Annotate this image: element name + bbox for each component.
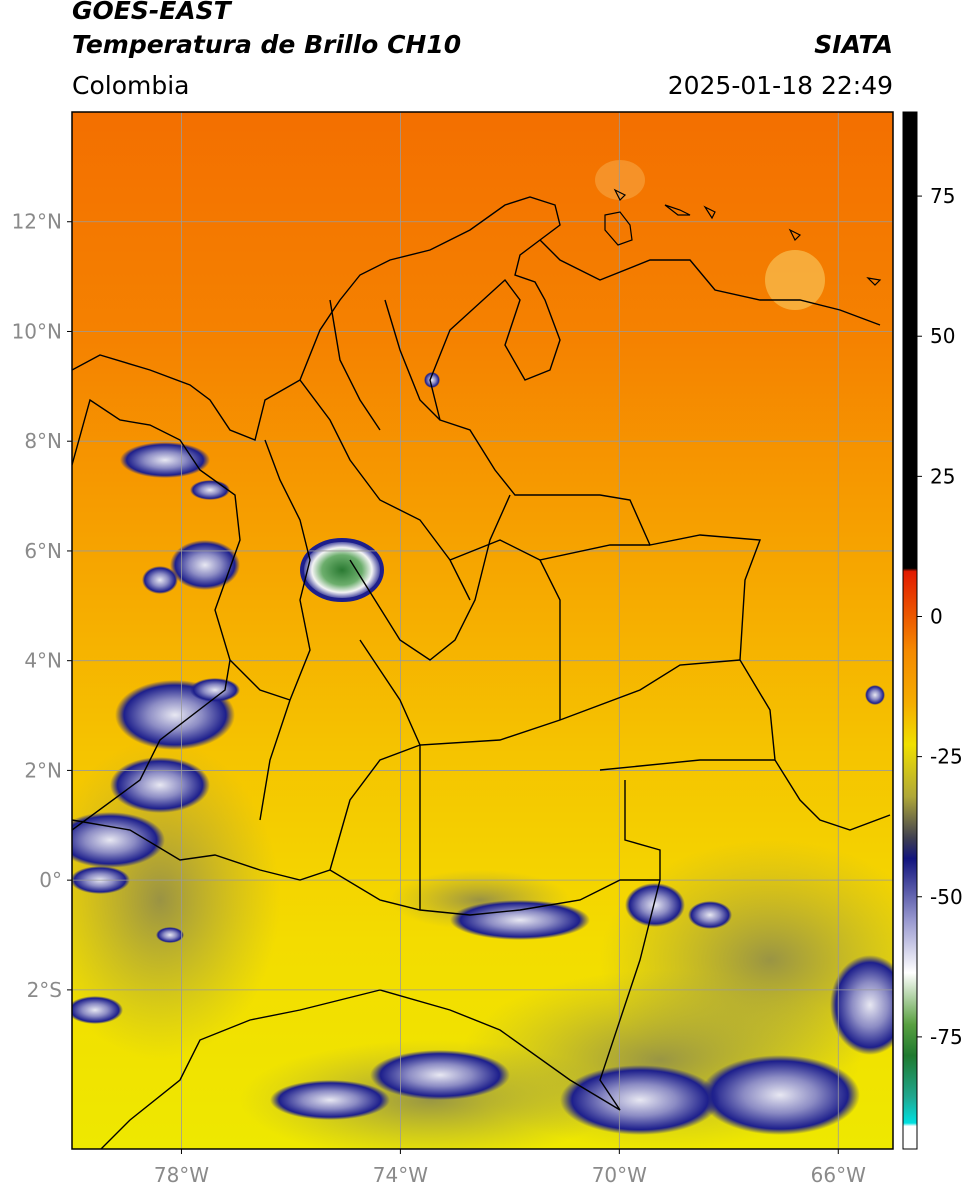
country-borders: [72, 196, 891, 1149]
lon-tick-label: 78°W: [154, 1163, 209, 1187]
colorbar: 75 50 25 0 -25 -50 -75: [902, 111, 963, 1150]
lat-tick-label: 2°N: [24, 758, 62, 782]
timestamp-label: 2025-01-18 22:49: [667, 71, 893, 100]
warm-light-patches: [595, 160, 825, 310]
islands: [604, 188, 882, 286]
colorbar-tick-label: 75: [930, 184, 955, 208]
colorbar-tick-label: 0: [930, 604, 943, 628]
satellite-title: GOES-EAST: [72, 0, 231, 25]
colorbar-tick-label: 50: [930, 324, 955, 348]
lat-tick-label: 12°N: [12, 210, 62, 234]
colorbar-tick-labels: 75 50 25 0 -25 -50 -75: [917, 184, 963, 1049]
lat-tick-label: 10°N: [12, 319, 62, 343]
lon-tick-label: 70°W: [592, 1163, 647, 1187]
colorbar-tick-label: -50: [930, 885, 963, 909]
colorbar-tick-label: -25: [930, 745, 963, 769]
agency-label: SIATA: [814, 30, 893, 59]
lat-tick-label: 6°N: [24, 539, 62, 563]
product-title: Temperatura de Brillo CH10: [72, 30, 462, 59]
longitude-tick-labels: 78°W 74°W 70°W 66°W: [154, 1149, 866, 1187]
colorbar-bar: [902, 111, 918, 1150]
lat-tick-label: 8°N: [24, 429, 62, 453]
lat-tick-label: 4°N: [24, 649, 62, 673]
lon-tick-label: 66°W: [811, 1163, 866, 1187]
convective-core: [300, 538, 384, 602]
colorbar-tick-label: -75: [930, 1025, 963, 1049]
latitude-tick-labels: 12°N 10°N 8°N 6°N 4°N 2°N 0° 2°S: [12, 210, 72, 1002]
colorbar-tick-label: 25: [930, 464, 955, 488]
cold-cloud-layer: [72, 372, 893, 1135]
region-label: Colombia: [72, 71, 190, 100]
lat-tick-label: 2°S: [27, 978, 62, 1002]
lon-tick-label: 74°W: [373, 1163, 428, 1187]
map-frame: [71, 111, 894, 1150]
lat-tick-label: 0°: [39, 868, 62, 892]
